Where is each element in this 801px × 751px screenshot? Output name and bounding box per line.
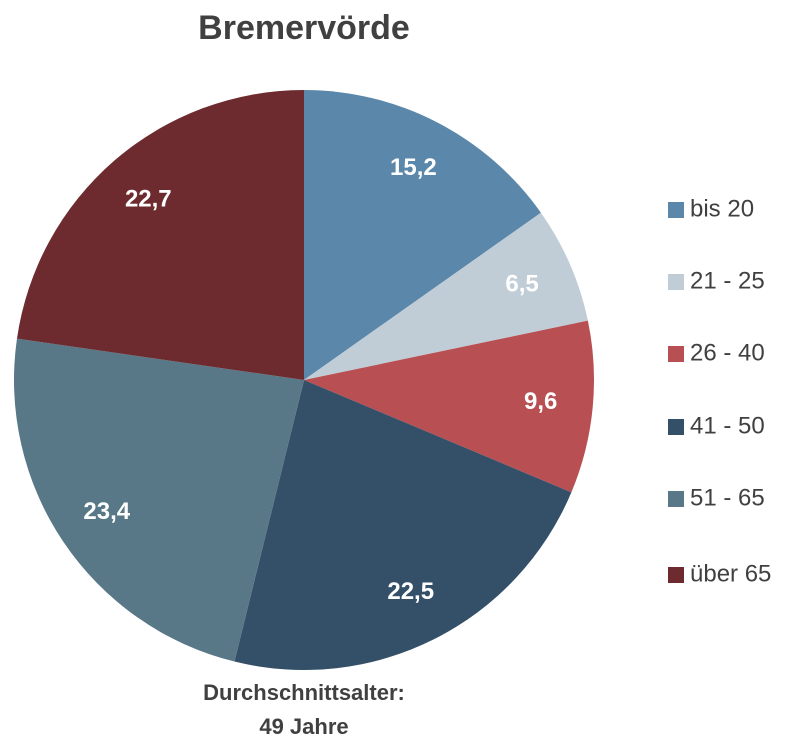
legend-swatch — [668, 491, 684, 507]
legend-label: über 65 — [690, 560, 771, 587]
data-label: 22,7 — [125, 186, 172, 213]
legend-label: 41 - 50 — [690, 412, 765, 439]
legend-label: 51 - 65 — [690, 484, 765, 511]
legend-swatch — [668, 274, 684, 290]
legend-swatch — [668, 419, 684, 435]
legend-swatch — [668, 567, 684, 583]
data-label: 6,5 — [505, 270, 538, 297]
data-label: 15,2 — [390, 154, 437, 181]
data-label: 22,5 — [387, 578, 434, 605]
data-label: 9,6 — [524, 388, 557, 415]
legend-label: bis 20 — [690, 195, 754, 222]
pie-slice — [13, 338, 304, 662]
legend-swatch — [668, 202, 684, 218]
legend-label: 21 - 25 — [690, 267, 765, 294]
annotation: Durchschnittsalter: — [203, 680, 405, 705]
pie-slice — [16, 90, 304, 380]
pie-slice — [304, 320, 595, 493]
chart-title: Bremervörde — [198, 9, 410, 47]
annotation: 49 Jahre — [259, 714, 348, 739]
pie-slice — [304, 90, 541, 380]
legend-label: 26 - 40 — [690, 339, 765, 366]
pie-slice — [234, 380, 572, 670]
data-label: 23,4 — [83, 498, 130, 525]
legend-swatch — [668, 346, 684, 362]
pie-slice — [304, 212, 588, 380]
